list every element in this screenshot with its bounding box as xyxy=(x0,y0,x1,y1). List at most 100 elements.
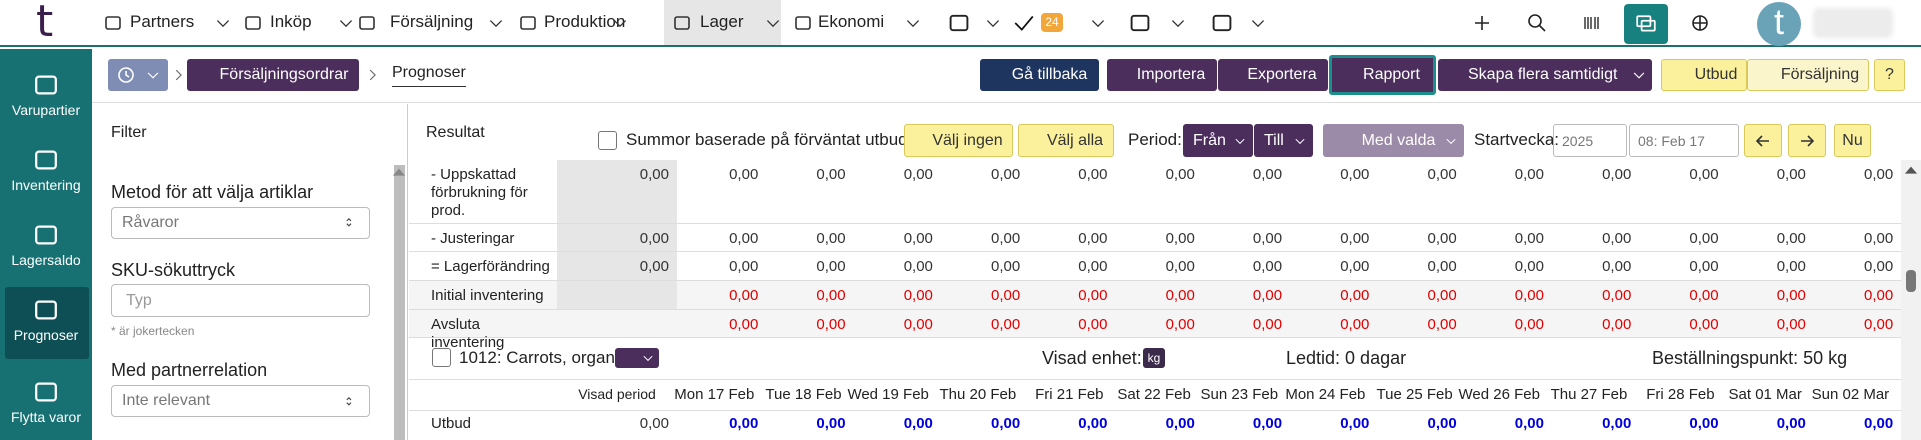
week-select[interactable]: 08: Feb 17 xyxy=(1629,124,1739,157)
help-button[interactable]: ? xyxy=(1874,59,1905,91)
scroll-up xyxy=(1904,166,1918,174)
date-header: Thu 27 Feb xyxy=(1550,386,1628,403)
chevron xyxy=(643,355,653,362)
item-name: 1012: Carrots, organic xyxy=(459,348,628,367)
cell-value: 0,00 xyxy=(903,415,933,432)
nav-item[interactable]: Lager xyxy=(700,12,744,31)
now-button[interactable]: Nu xyxy=(1834,124,1871,157)
date-header: Mon 24 Feb xyxy=(1285,386,1366,403)
sidebar-icon xyxy=(35,382,57,402)
row-label: Initial inventering xyxy=(431,287,544,304)
cell-value: 0,00 xyxy=(1252,316,1283,333)
logo: t xyxy=(36,0,54,47)
cell-value: 0,00 xyxy=(1165,166,1195,183)
sidebar-item[interactable]: Flytta varor xyxy=(10,409,81,425)
cell-value: 0,00 xyxy=(729,316,759,333)
cell-value: 0,00 xyxy=(1078,258,1108,275)
chat-btn-bg[interactable] xyxy=(1624,4,1668,44)
mode-sales[interactable]: Försäljning xyxy=(1747,59,1869,91)
sidebar-item[interactable]: Inventering xyxy=(11,177,81,193)
back-button[interactable]: Gå tillbaka xyxy=(980,59,1099,91)
cell-value: 0,00 xyxy=(990,316,1021,333)
sidebar-item[interactable]: Prognoser xyxy=(13,327,79,343)
date-header: Thu 20 Feb xyxy=(939,386,1017,403)
cell-value: 0,00 xyxy=(1863,415,1894,432)
report-button[interactable]: Rapport xyxy=(1329,55,1436,95)
nav-item[interactable]: Produktion xyxy=(544,12,626,31)
export-button[interactable]: Exportera xyxy=(1218,59,1328,91)
select-none[interactable]: Välj ingen xyxy=(904,124,1013,157)
date-header: Wed 19 Feb xyxy=(847,386,929,403)
nav-item[interactable]: Partners xyxy=(130,12,195,31)
select[interactable]: Inte relevant xyxy=(111,385,370,417)
cell-value: 0,00 xyxy=(1602,287,1632,304)
date-header: Sun 23 Feb xyxy=(1200,386,1279,403)
nav-icon xyxy=(1212,14,1232,32)
cell-value: 0,00 xyxy=(816,258,846,275)
nav-icon xyxy=(359,16,375,30)
mode-supply[interactable]: Utbud xyxy=(1661,59,1747,91)
chevron xyxy=(1171,20,1185,28)
input[interactable]: Typ xyxy=(111,284,370,317)
year-select[interactable]: 2025 xyxy=(1553,124,1627,157)
breadcrumb-link[interactable]: Försäljningsordrar xyxy=(187,59,359,91)
cell-value: 0,00 xyxy=(816,287,846,304)
date-header: Wed 26 Feb xyxy=(1458,386,1540,403)
search-icon xyxy=(1528,14,1546,32)
cell-value: 0,00 xyxy=(903,230,933,247)
nav-item[interactable]: Inköp xyxy=(270,12,312,31)
row-label: = Lagerförändring xyxy=(431,258,550,275)
cell-value: 0,00 xyxy=(1776,230,1806,247)
checkbox[interactable] xyxy=(598,131,617,150)
item-menu[interactable] xyxy=(615,348,659,368)
item-checkbox[interactable] xyxy=(432,348,451,367)
create-many-button[interactable]: Skapa flera samtidigt xyxy=(1438,59,1652,91)
sidebar-item[interactable]: Lagersaldo xyxy=(11,252,81,268)
cell-value: 0,00 xyxy=(1427,166,1457,183)
sidebar-item[interactable]: Varupartier xyxy=(11,102,81,118)
cell-value: 0,00 xyxy=(903,258,933,275)
cell-value: 0,00 xyxy=(1165,258,1195,275)
cell-value: 0,00 xyxy=(1776,258,1806,275)
cell-value: 0,00 xyxy=(1340,287,1370,304)
cell-value: 0,00 xyxy=(1602,258,1632,275)
chevron xyxy=(1235,138,1245,145)
from-button[interactable]: Från xyxy=(1183,124,1253,157)
cell-value: 0,00 xyxy=(1689,166,1719,183)
row-border xyxy=(409,223,1901,224)
cell-value: 0,00 xyxy=(729,166,759,183)
cell-value: 0,00 xyxy=(1602,316,1632,333)
nav-icon xyxy=(520,16,536,30)
history-button[interactable] xyxy=(108,59,168,91)
sidebar-active xyxy=(5,287,89,359)
cell-value: 0,00 xyxy=(1689,287,1719,304)
arrow-right xyxy=(1801,135,1815,147)
date-header: Sat 01 Mar xyxy=(1728,386,1802,403)
row-border xyxy=(409,280,1901,281)
chevron xyxy=(489,20,503,28)
import-button[interactable]: Importera xyxy=(1107,59,1217,91)
row-label: - Justeringar xyxy=(431,230,515,247)
select[interactable]: Råvaror xyxy=(111,207,370,239)
select-all[interactable]: Välj alla xyxy=(1018,124,1114,157)
nav-item[interactable]: Ekonomi xyxy=(818,12,885,31)
history-icon xyxy=(118,67,134,83)
cell-value: 0,00 xyxy=(1427,258,1457,275)
chevron xyxy=(613,20,627,28)
cell-value: 0,00 xyxy=(1689,230,1719,247)
arrow-left xyxy=(1755,135,1769,147)
cell-value: 0,00 xyxy=(990,166,1021,183)
nav-item[interactable]: Försäljning xyxy=(390,12,474,31)
header-label: Visad period xyxy=(578,386,656,402)
cell-value: 0,00 xyxy=(1514,415,1544,432)
cell-value: 0,00 xyxy=(816,316,846,333)
with-selected[interactable]: Med valda xyxy=(1323,124,1464,157)
user-name-blur xyxy=(1813,8,1893,38)
cell-value: 0,00 xyxy=(1165,316,1195,333)
plus-icon xyxy=(1475,16,1489,30)
row-label: Avsluta inventering xyxy=(431,316,505,351)
cell-value: 0,00 xyxy=(1863,166,1894,183)
cell-value: 0,00 xyxy=(1863,258,1894,275)
start-week-label: Startvecka: xyxy=(1474,130,1560,149)
row-border xyxy=(409,337,1901,338)
